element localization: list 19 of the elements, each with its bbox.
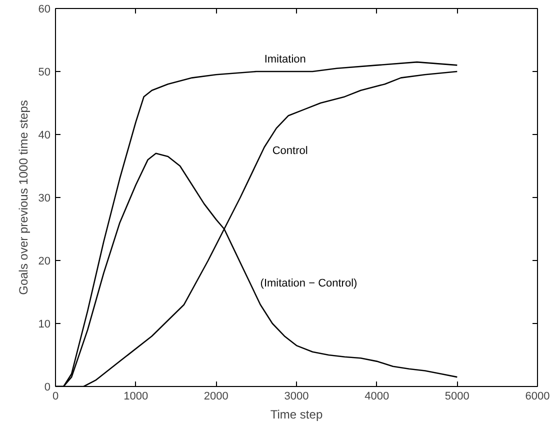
- y-tick-label: 40: [38, 130, 51, 142]
- x-tick-label: 3000: [284, 390, 309, 402]
- series-label: Control: [272, 145, 308, 158]
- y-tick-label: 10: [38, 318, 51, 330]
- x-tick-label: 1000: [124, 390, 148, 402]
- y-tick-label: 50: [38, 66, 51, 78]
- y-axis-title: Goals over previous 1000 time steps: [16, 100, 30, 295]
- y-tick-label: 20: [38, 256, 51, 268]
- x-tick-label: 0: [52, 390, 59, 402]
- x-tick-label: 5000: [444, 390, 470, 402]
- y-tick-label: 0: [44, 382, 51, 394]
- x-axis-title: Time step: [270, 408, 323, 422]
- y-tick-label: 30: [38, 192, 51, 204]
- series-label: Imitation: [264, 54, 306, 66]
- x-tick-label: 4000: [364, 390, 390, 402]
- y-tick-label: 60: [38, 4, 51, 16]
- series-label: (Imitation − Control): [260, 277, 358, 290]
- x-tick-label: 6000: [525, 390, 550, 402]
- x-tick-label: 2000: [204, 390, 228, 402]
